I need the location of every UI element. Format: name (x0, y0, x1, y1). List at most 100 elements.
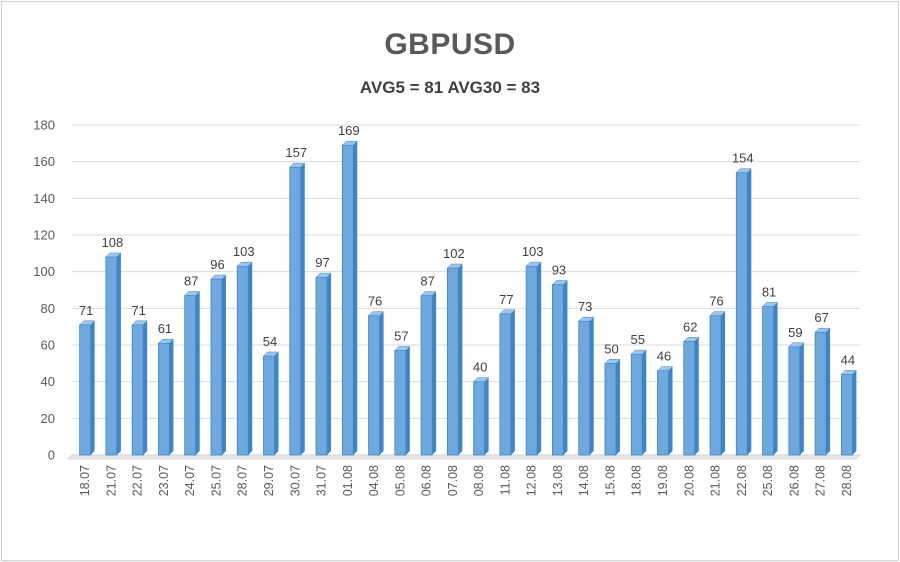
bar (446, 267, 459, 456)
bar-top (315, 272, 332, 278)
bar-side (274, 352, 279, 455)
bar-side (721, 311, 726, 455)
bar-side (195, 291, 200, 455)
x-tick-label: 20.08 (682, 465, 696, 496)
x-tick-label: 15.08 (603, 465, 617, 496)
data-label: 67 (814, 310, 828, 325)
x-tick-label: 25.08 (761, 465, 775, 496)
bar-top (184, 291, 201, 296)
y-tick-label: 120 (33, 228, 55, 243)
data-label: 87 (184, 274, 198, 289)
bar-side (563, 280, 568, 455)
data-label: 71 (131, 303, 145, 318)
data-label: 169 (338, 123, 360, 138)
y-tick-label: 0 (48, 448, 55, 463)
y-tick-label: 160 (33, 154, 55, 169)
x-tick-label: 22.07 (131, 465, 145, 496)
bar-top (236, 261, 253, 267)
bar-side (248, 262, 253, 455)
bar-side (510, 309, 515, 455)
bar-top (735, 168, 752, 173)
x-tick-label: 08.08 (472, 465, 486, 496)
bar-side (405, 346, 410, 455)
bar-top (656, 366, 674, 371)
data-label: 157 (285, 145, 307, 160)
bar-top (341, 140, 358, 146)
chart-title: GBPUSD (384, 28, 516, 61)
x-tick-label: 24.07 (183, 465, 197, 496)
bar (158, 342, 170, 456)
data-label: 87 (420, 274, 434, 289)
data-label: 44 (841, 352, 855, 367)
y-tick-label: 80 (41, 301, 55, 316)
x-tick-label: 21.08 (709, 465, 723, 496)
data-label: 55 (630, 332, 644, 347)
x-tick-label: 18.07 (78, 465, 92, 496)
bar-side (799, 342, 804, 455)
bar-top (131, 320, 148, 326)
x-tick-label: 05.08 (393, 465, 407, 496)
bar-side (300, 163, 305, 455)
bar-top (709, 311, 726, 316)
data-label: 73 (578, 299, 592, 314)
bar-side (221, 275, 226, 455)
bar-side (90, 320, 95, 455)
data-label: 59 (788, 325, 802, 340)
y-tick-label: 20 (41, 411, 55, 426)
bar (420, 295, 433, 456)
bar-side (537, 262, 542, 455)
bar (289, 166, 302, 456)
bar (840, 373, 853, 456)
bar (735, 172, 748, 456)
x-tick-label: 19.08 (656, 465, 670, 496)
bar-top (157, 338, 175, 344)
bar-side (694, 337, 699, 455)
bar-side (773, 302, 778, 455)
bar-top (446, 263, 463, 269)
x-tick-label: 30.07 (288, 465, 302, 496)
x-tick-label: 31.07 (315, 465, 329, 496)
y-tick-label: 180 (33, 118, 55, 133)
x-tick-label: 06.08 (420, 465, 434, 496)
bar-side (852, 370, 857, 455)
x-tick-label: 12.08 (525, 465, 539, 496)
x-tick-label: 21.07 (104, 465, 118, 496)
x-tick-label: 22.08 (735, 465, 749, 496)
y-tick-label: 60 (41, 338, 55, 353)
data-label: 81 (762, 285, 776, 300)
bar (341, 144, 354, 456)
bar (604, 362, 617, 456)
bar (263, 355, 275, 456)
bar-top (210, 274, 227, 280)
x-tick-label: 23.07 (157, 465, 171, 496)
bar (630, 353, 643, 456)
bar-top (814, 327, 831, 333)
bar (473, 381, 486, 456)
bar-top (262, 351, 280, 357)
bar-side (143, 320, 148, 455)
data-label: 102 (443, 246, 465, 261)
bar (79, 324, 92, 456)
bar (525, 265, 538, 456)
bar-top (551, 280, 569, 285)
x-tick-label: 27.08 (814, 465, 828, 496)
data-label: 40 (473, 360, 487, 375)
x-tick-label: 01.08 (341, 465, 355, 496)
x-tick-label: 28.07 (236, 465, 250, 496)
x-tick-label: 29.07 (262, 465, 276, 496)
x-tick-label: 04.08 (367, 465, 381, 496)
bar-top (578, 316, 595, 322)
data-label: 76 (709, 294, 723, 309)
data-label: 108 (102, 235, 124, 250)
bar-top (473, 377, 490, 382)
bar-top (683, 337, 700, 342)
bar-side (642, 350, 647, 455)
data-label: 97 (315, 255, 329, 270)
data-label: 96 (210, 257, 224, 272)
bar (578, 320, 591, 456)
y-tick-label: 140 (33, 191, 55, 206)
bar (657, 370, 669, 456)
bar (709, 315, 722, 456)
bar-top (289, 162, 306, 168)
